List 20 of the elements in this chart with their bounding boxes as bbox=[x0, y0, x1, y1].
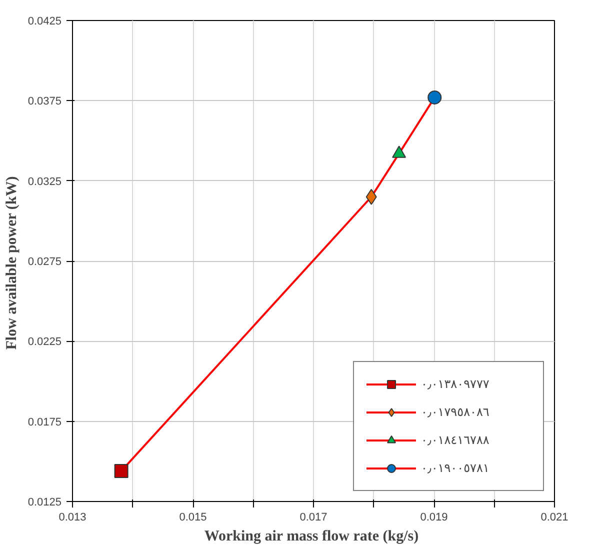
y-tick-label: 0.0275 bbox=[28, 256, 62, 268]
x-tick-label: 0.017 bbox=[300, 512, 328, 524]
legend-label: ٠٫٠١٧٩٥٨٠٨٦ bbox=[421, 405, 490, 419]
x-tick-label: 0.013 bbox=[58, 512, 86, 524]
x-tick-label: 0.021 bbox=[540, 512, 568, 524]
point bbox=[428, 90, 442, 104]
y-tick-label: 0.0375 bbox=[28, 96, 62, 108]
y-tick-label: 0.0125 bbox=[28, 496, 62, 508]
y-axis-title: Flow available power (kW) bbox=[4, 176, 20, 350]
legend-label: ٠٫٠١٨٤١٦٧٨٨ bbox=[421, 433, 490, 447]
x-tick-label: 0.015 bbox=[179, 512, 207, 524]
point bbox=[114, 464, 128, 478]
y-tick-label: 0.0225 bbox=[28, 336, 62, 348]
y-tick-label: 0.0175 bbox=[28, 416, 62, 428]
y-tick-label: 0.0325 bbox=[28, 176, 62, 188]
x-tick-label: 0.019 bbox=[420, 512, 448, 524]
legend-label: ٠٫٠١٣٨٠٩٧٧٧ bbox=[421, 377, 490, 391]
legend-label: ٠٫٠١٩٠٠٥٧٨١ bbox=[421, 461, 490, 475]
y-tick-label: 0.0425 bbox=[28, 16, 62, 28]
x-axis-title: Working air mass flow rate (kg/s) bbox=[204, 528, 419, 544]
